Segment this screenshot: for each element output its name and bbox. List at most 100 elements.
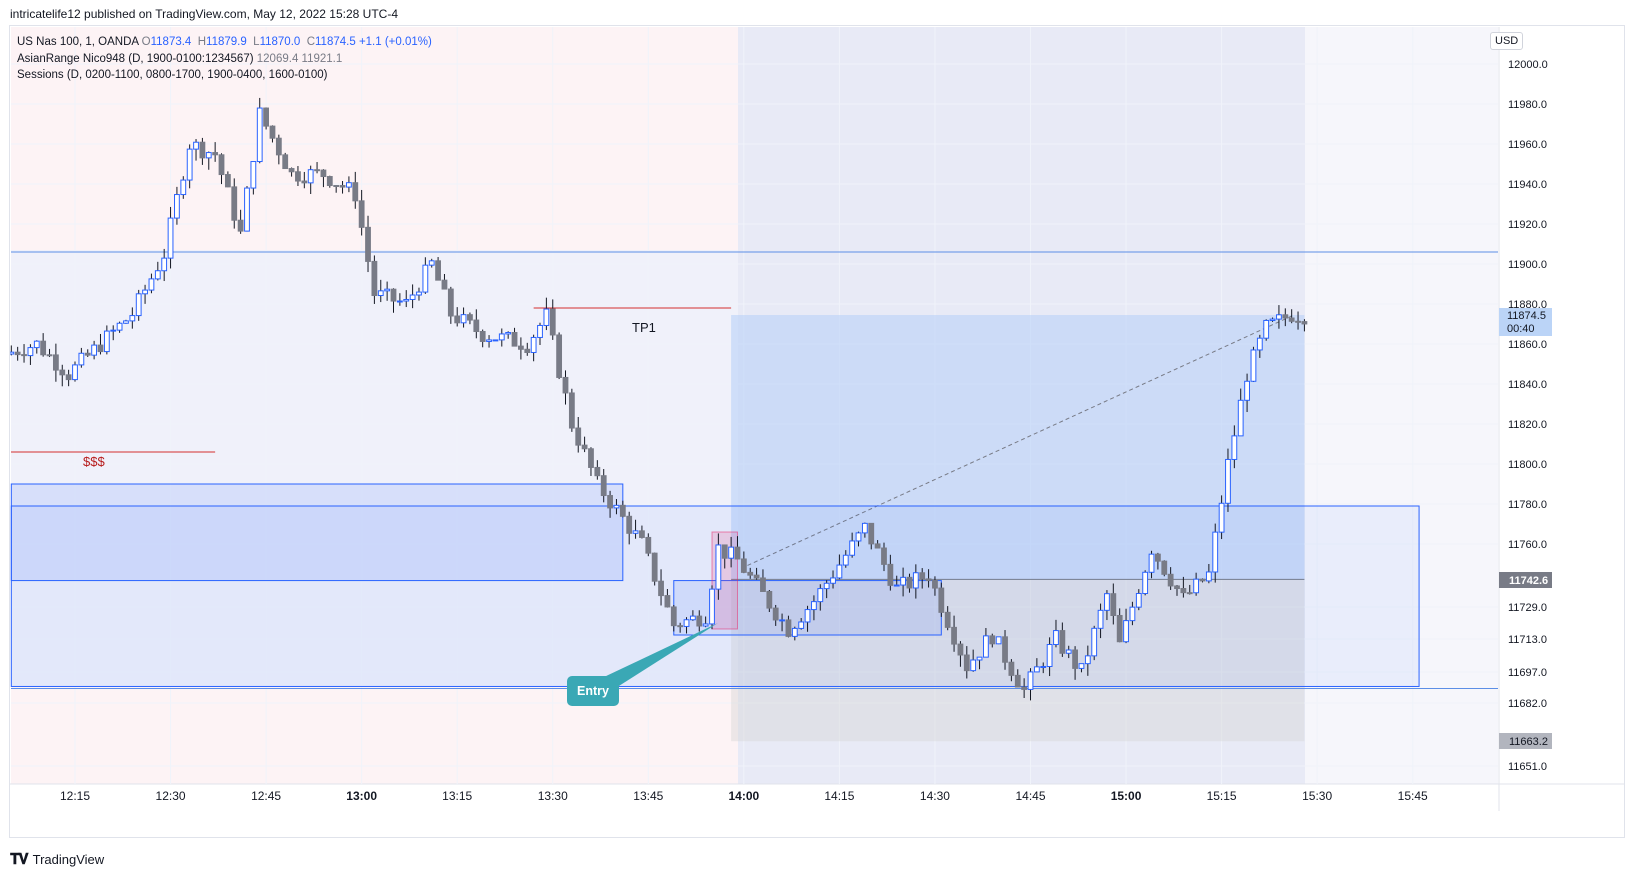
legend-close-value: 11874.5 [315,36,356,48]
legend-indicator-asianrange[interactable]: AsianRange Nico948 (D, 1900-0100:1234567… [17,51,432,68]
candle-bull [498,333,505,341]
time-tick-label: 12:45 [251,789,281,803]
candle-bull [728,546,735,559]
candle-bear [734,546,741,560]
candle-bear [944,611,951,628]
time-tick-label: 15:15 [1207,789,1237,803]
candle-bull [78,352,85,366]
candle-bull [1244,380,1250,401]
candle-bear [887,563,894,586]
candle-bear [1282,314,1289,319]
price-tick-label: 11800.0 [1508,459,1547,471]
candle-bull [715,544,722,590]
candle-bull [492,339,499,342]
candle-bull [1129,606,1136,622]
candle-bear [84,352,91,356]
price-tick-label: 11760.0 [1508,539,1547,551]
candle-bear [989,635,996,645]
candle-bull [244,187,250,232]
candle-bear [1288,317,1295,322]
price-tick-label: 11940.0 [1508,179,1547,191]
candle-bear [1116,614,1123,643]
candle-bull [135,293,142,317]
position-loss-zone[interactable] [731,579,1305,742]
candle-bull [1225,458,1231,504]
candle-bear [568,392,575,429]
candle-bull [180,179,187,196]
candle-bear [441,279,448,290]
candle-bear [938,587,945,613]
candle-bull [1256,337,1263,351]
currency-button[interactable]: USD [1490,32,1524,50]
candle-bear [664,595,671,608]
candle-bull [167,217,174,259]
candle-bull [912,572,919,589]
legend-open-value: 11873.4 [150,36,192,48]
entry-price-tag [1499,572,1552,588]
legend-low-value: 11870.0 [259,36,301,48]
candle-bull [632,530,639,534]
candle-bull [1276,314,1282,320]
candle-bull [396,300,403,303]
entry-price-value: 11742.6 [1509,575,1548,587]
time-tick-label: 14:45 [1015,789,1045,803]
time-tick-label: 13:00 [346,789,377,803]
candle-bull [422,264,429,293]
candle-bull [110,329,117,332]
candle-bear [957,643,964,656]
legend-change: +1.1 (+0.01%) [358,36,432,48]
liquidity-label: $$$ [83,454,105,469]
candle-bull [384,288,391,292]
candle-bull [709,588,715,625]
candle-bull [91,344,98,356]
legend-low-label: L [253,36,260,48]
tradingview-logo-icon: 𝐓𝐕 [10,851,29,868]
candle-bull [530,336,537,353]
time-tick-label: 13:15 [442,789,472,803]
candle-bear [785,619,792,637]
candle-bear [881,547,887,565]
fvg-zone-upper[interactable] [10,483,624,582]
candle-bear [658,580,664,597]
candle-bear [97,344,104,353]
candle-bear [46,354,53,357]
entry-callout-box[interactable] [567,676,619,706]
candle-bull [10,351,15,355]
candle-bull [995,636,1002,645]
price-axis[interactable]: 12000.0 11980.0 11960.0 11940.0 11920.0 11900… [1508,59,1548,773]
candle-bull [377,290,384,297]
candle-bear [275,137,282,156]
candle-bear [721,544,728,559]
candle-bear [224,174,231,188]
time-axis[interactable]: 12:15 12:30 12:45 13:00 13:15 13:30 13:45 14:00… [60,789,1428,803]
order-block-zone[interactable] [10,505,1420,687]
candle-bull [72,364,78,381]
candle-bear [352,182,359,202]
footer-brand[interactable]: 𝐓𝐕 TradingView [10,851,104,868]
candle-bear [906,576,913,589]
chart-frame[interactable]: TP1 $$$ Entry 12000.0 11980.0 11960.0 11940… [9,25,1625,838]
candle-bull [129,315,136,322]
candle-bear [326,176,333,187]
tp1-label: TP1 [632,320,656,335]
legend-indicator-sessions[interactable]: Sessions (D, 0200-1100, 0800-1700, 1900-… [17,67,432,84]
candle-bull [403,298,410,302]
publisher-header: intricatelife12 published on TradingView… [10,7,399,21]
price-tick-label: 12000.0 [1508,59,1548,71]
candle-bear [588,448,594,468]
time-tick-label: 14:00 [728,789,759,803]
candle-bear [511,332,518,347]
candle-bull [346,182,352,188]
candle-bull [1027,671,1034,690]
candlestick-chart[interactable]: TP1 $$$ Entry 12000.0 11980.0 11960.0 11940… [10,26,1624,837]
legend-symbol[interactable]: US Nas 100, 1, OANDA [17,36,139,48]
candle-bear [21,354,27,357]
candle-bull [154,270,161,280]
legend-close: C11874.5 [304,36,356,48]
candle-bear [1008,661,1015,676]
candle-bear [874,543,881,549]
price-tick-label: 11900.0 [1508,259,1547,271]
legend-high: H11879.9 [195,36,247,48]
position-profit-zone[interactable] [731,315,1305,580]
candle-bull [689,615,696,621]
